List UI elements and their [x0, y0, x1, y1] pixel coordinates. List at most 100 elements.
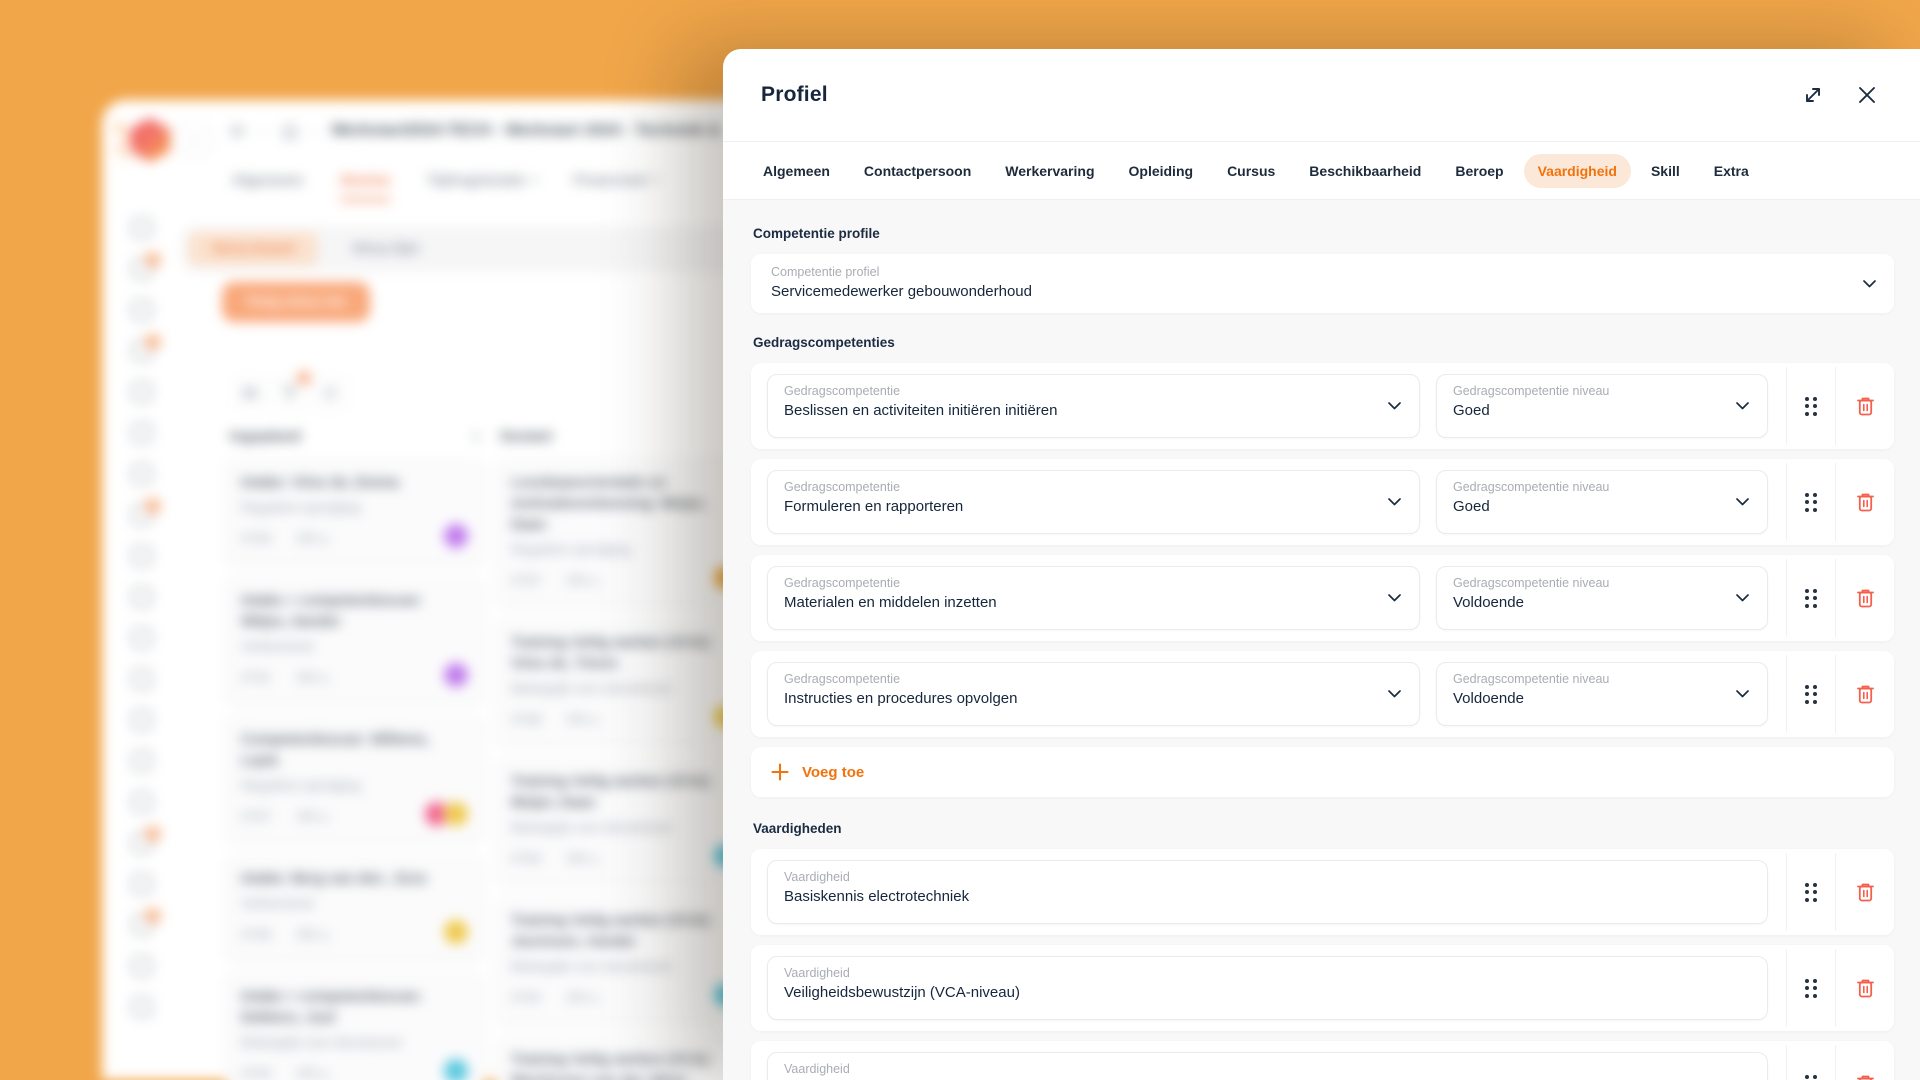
- project-tab[interactable]: Stories ▾: [339, 172, 391, 201]
- story-card[interactable]: Training Veilig werken (VCA): Jeurissen,…: [496, 897, 754, 1024]
- gedragscompetentie-niveau-select[interactable]: Gedragscompetentie niveau Goed: [1436, 374, 1768, 438]
- modal-tab[interactable]: Beroep: [1455, 162, 1504, 179]
- delete-row-button[interactable]: [1856, 492, 1875, 513]
- drag-handle[interactable]: [1787, 1041, 1835, 1080]
- story-card-hours: 0/0 u.: [297, 926, 331, 942]
- story-card[interactable]: Intake: Vries de, Emma Reguliere opvolgi…: [226, 459, 484, 565]
- sidebar-item-icon[interactable]: [132, 997, 152, 1017]
- sidebar-item-icon[interactable]: [132, 587, 152, 607]
- vaardigheid-field[interactable]: Vaardigheid Technisch inzicht: [767, 1052, 1768, 1080]
- sidebar-item-icon[interactable]: [132, 628, 152, 648]
- kanban-column: Ingepland 6 Intake: Vries de, Emma Regul…: [226, 428, 484, 1080]
- delete-row-button[interactable]: [1856, 978, 1875, 999]
- story-card-hours: 0/0 u.: [567, 711, 601, 727]
- add-gedragscompetentie-button[interactable]: Voeg toe: [751, 747, 1894, 797]
- drag-handle[interactable]: [1787, 459, 1835, 545]
- drag-handle[interactable]: [1787, 363, 1835, 449]
- story-card[interactable]: Intake + competentiescan: Witjes, Sander…: [226, 577, 484, 704]
- sidebar-collapse-button[interactable]: ›: [176, 120, 212, 156]
- modal-tab[interactable]: Vaardigheid: [1523, 153, 1631, 188]
- board-settings-button[interactable]: [233, 376, 267, 410]
- sidebar-item-icon[interactable]: [132, 956, 152, 976]
- sidebar-item-icon[interactable]: [132, 498, 161, 525]
- modal-tab[interactable]: Extra: [1713, 162, 1749, 179]
- gedragscompetentie-select[interactable]: Gedragscompetentie Materialen en middele…: [767, 566, 1420, 630]
- modal-tab[interactable]: Cursus: [1227, 162, 1276, 179]
- sidebar-item-icon[interactable]: [132, 710, 152, 730]
- modal-tab[interactable]: Opleiding: [1128, 162, 1194, 179]
- sidebar-item-icon[interactable]: [132, 218, 152, 238]
- project-tab[interactable]: Tijdregistratie ▾: [426, 172, 538, 189]
- sidebar-item-icon[interactable]: [132, 300, 152, 320]
- drag-handle[interactable]: [1787, 849, 1835, 935]
- story-card[interactable]: Intake: Berg van den , Ezra Verkennend #…: [226, 855, 484, 961]
- drag-handle[interactable]: [1787, 555, 1835, 641]
- drag-handle[interactable]: [1787, 651, 1835, 737]
- vaardigheden-list: Vaardigheid Basiskennis electrotechniek: [751, 849, 1894, 1080]
- sidebar-item-icon[interactable]: [132, 751, 152, 771]
- story-card-avatars: [443, 919, 469, 946]
- modal-tab[interactable]: Contactpersoon: [863, 162, 972, 179]
- story-card[interactable]: Training Veilig werken (VCA): Vries de, …: [496, 619, 754, 746]
- modal-tab[interactable]: Werkervaring: [1005, 162, 1095, 179]
- field-label: Gedragscompetentie: [784, 480, 901, 494]
- story-card-tag: Verkennend: [241, 896, 314, 912]
- story-card[interactable]: Training Veilig werken (VCA): Meerhoven …: [496, 1036, 754, 1080]
- column-title: Gestart: [500, 428, 553, 445]
- story-card[interactable]: Loonbaanorientatie en motivatieverkennin…: [496, 459, 754, 607]
- gedragscompetentie-niveau-select[interactable]: Gedragscompetentie niveau Voldoende: [1436, 566, 1768, 630]
- gedragscompetentie-select[interactable]: Gedragscompetentie Instructies en proced…: [767, 662, 1420, 726]
- board-refresh-button[interactable]: [313, 376, 347, 410]
- vaardigheid-field[interactable]: Vaardigheid Basiskennis electrotechniek: [767, 860, 1768, 924]
- add-story-button[interactable]: Voeg story toe: [222, 282, 370, 322]
- modal-tab[interactable]: Beschikbaarheid: [1309, 162, 1422, 179]
- expand-button[interactable]: [1800, 82, 1826, 108]
- sidebar-item-icon[interactable]: [132, 546, 152, 566]
- sidebar-item-icon[interactable]: [132, 792, 152, 812]
- story-card[interactable]: Training Veilig werken (VCA): Meijer, Da…: [496, 758, 754, 885]
- delete-row-button[interactable]: [1856, 882, 1875, 903]
- filter-badge: [297, 371, 311, 385]
- project-tab[interactable]: Financieel ▾: [573, 172, 659, 189]
- competentie-profiel-select[interactable]: Competentie profiel Servicemedewerker ge…: [751, 254, 1894, 313]
- trash-icon: [1856, 979, 1874, 997]
- sidebar-item-icon[interactable]: [132, 334, 161, 361]
- chevron-down-icon: [1736, 397, 1749, 415]
- story-view-tab[interactable]: Story-lijst: [352, 241, 420, 257]
- project-tab[interactable]: Algemeen ▾: [232, 172, 304, 189]
- story-card-tag: Belangrijk voor doorstroom: [511, 681, 673, 697]
- close-button[interactable]: [1854, 82, 1880, 108]
- sidebar-item-icon[interactable]: [132, 382, 152, 402]
- sidebar-item-icon[interactable]: [132, 464, 152, 484]
- delete-row-button[interactable]: [1856, 588, 1875, 609]
- story-card[interactable]: Intake + competentiescan: Dekkers, Juul …: [226, 973, 484, 1080]
- sidebar-item-icon[interactable]: [132, 669, 152, 689]
- modal-tab[interactable]: Skill: [1650, 162, 1680, 179]
- sidebar-item-icon[interactable]: [132, 908, 161, 935]
- gedragscompetentie-niveau-select[interactable]: Gedragscompetentie niveau Voldoende: [1436, 662, 1768, 726]
- drag-handle[interactable]: [1787, 945, 1835, 1031]
- story-card-avatars: [443, 523, 469, 550]
- delete-row-button[interactable]: [1856, 1074, 1875, 1080]
- board-filter-button[interactable]: [273, 371, 311, 410]
- vaardigheid-field[interactable]: Vaardigheid Veiligheidsbewustzijn (VCA-n…: [767, 956, 1768, 1020]
- sidebar-item-icon[interactable]: [132, 826, 161, 853]
- back-arrow-icon[interactable]: [230, 124, 248, 138]
- delete-row-button[interactable]: [1856, 396, 1875, 417]
- field-value: Goed: [1453, 402, 1490, 419]
- delete-row-button[interactable]: [1856, 684, 1875, 705]
- gedragscompetentie-select[interactable]: Gedragscompetentie Formuleren en rapport…: [767, 470, 1420, 534]
- story-view-tab[interactable]: Story-board: [188, 232, 319, 266]
- sidebar-item-icon[interactable]: [132, 423, 152, 443]
- story-card[interactable]: Competentiescan: Willems, Layla Regulier…: [226, 716, 484, 843]
- story-card-hours: 0/0 u.: [297, 1065, 331, 1080]
- home-icon[interactable]: [281, 123, 299, 140]
- gedragscompetentie-select[interactable]: Gedragscompetentie Beslissen en activite…: [767, 374, 1420, 438]
- sidebar-item-icon[interactable]: [132, 874, 152, 894]
- story-card-title: Training Veilig werken (VCA): Vries de, …: [511, 635, 713, 673]
- modal-tab[interactable]: Algemeen: [763, 162, 830, 179]
- gedragscompetentie-row: Gedragscompetentie Beslissen en activite…: [751, 363, 1894, 449]
- sidebar-item-icon[interactable]: [132, 252, 161, 279]
- field-label: Gedragscompetentie niveau: [1453, 480, 1610, 494]
- gedragscompetentie-niveau-select[interactable]: Gedragscompetentie niveau Goed: [1436, 470, 1768, 534]
